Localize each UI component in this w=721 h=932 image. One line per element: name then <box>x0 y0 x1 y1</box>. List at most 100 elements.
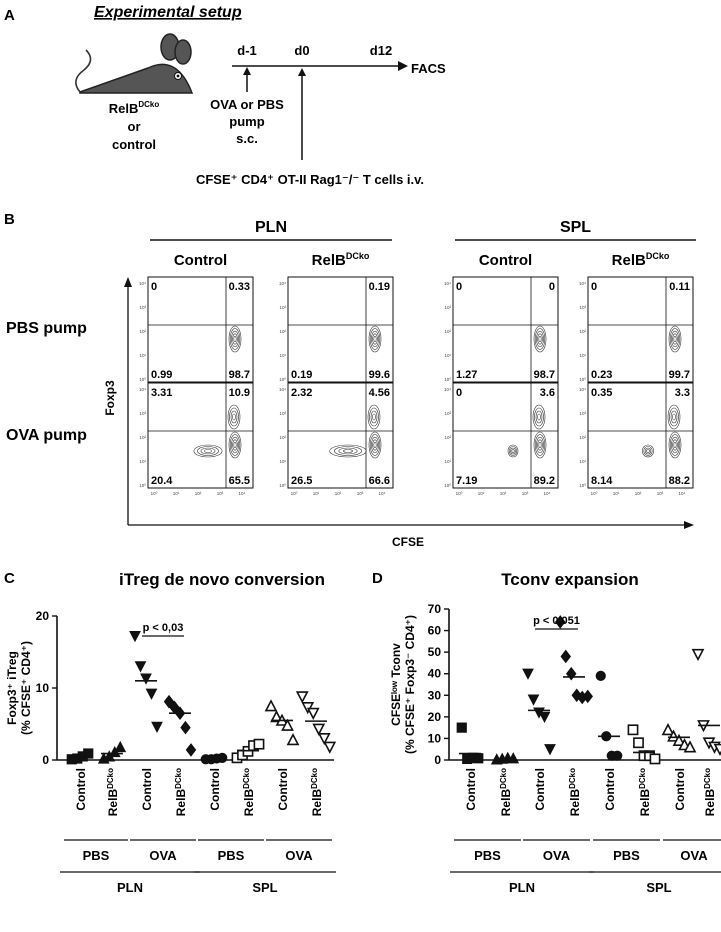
treatment-label: PBS <box>218 848 245 863</box>
contour-ring <box>668 325 682 353</box>
contour-ring <box>671 330 679 348</box>
category-label: RelBDCko <box>106 768 120 816</box>
mouse-label-genotype: RelBDCko <box>109 100 160 116</box>
quadrant-lower-right: 99.6 <box>369 369 390 381</box>
contour-ring <box>537 439 543 451</box>
data-point <box>667 729 680 742</box>
data-point <box>582 689 593 704</box>
y-tick-label: 0 <box>434 753 441 767</box>
category-label: RelBDCko <box>499 768 513 816</box>
series-4 <box>163 694 197 757</box>
data-point <box>661 723 675 736</box>
contour-ring <box>643 446 653 456</box>
panel-a-letter: A <box>4 7 15 24</box>
tissue-label: SPL <box>252 880 277 895</box>
tick-label-x: 10⁰ <box>456 491 463 496</box>
cells-label: CFSE⁺ CD4⁺ OT-II Rag1⁻/⁻ T cells i.v. <box>196 172 424 187</box>
series-5 <box>200 752 228 765</box>
tick-label-y: 10⁰ <box>579 377 586 382</box>
data-point <box>114 740 127 753</box>
contour-ring <box>533 325 547 353</box>
contour-ring <box>511 449 515 453</box>
tick-label-y: 10⁰ <box>444 483 451 488</box>
tick-label-y: 10³ <box>139 305 146 310</box>
category-label: RelBDCko <box>638 768 652 816</box>
facs-plot: 10⁴ 10³ 10² 10¹ 10⁰ 10⁰ 10¹ 10² 10³ 10⁴ 3.31 10.9 20… <box>139 382 254 496</box>
series-2 <box>490 751 520 765</box>
quadrant-lower-left: 26.5 <box>291 475 312 487</box>
tick-label-y: 10¹ <box>444 353 451 358</box>
column-header: Control <box>174 252 227 269</box>
contour-ring <box>507 444 519 458</box>
contour-ring <box>646 449 650 453</box>
contour-ring <box>231 330 239 348</box>
quadrant-upper-right: 3.6 <box>540 387 555 399</box>
panel-d: D Tconv expansion CFSEˡᵒʷ Tconv (% CFSE⁺ Fo… <box>372 570 721 895</box>
contour-ring <box>343 449 353 453</box>
y-axis-arrowhead <box>124 277 132 287</box>
tick-label-x: 10² <box>335 491 342 496</box>
chart-title: iTreg de novo conversion <box>119 570 325 589</box>
contour-ring <box>373 336 377 342</box>
tick-label-y: 10⁰ <box>279 483 286 488</box>
facs-plot-frame <box>147 382 254 489</box>
quadrant-lower-left: 0.23 <box>591 369 612 381</box>
tick-label-y: 10¹ <box>279 459 286 464</box>
tick-label-y: 10¹ <box>579 353 586 358</box>
cells-arrowhead <box>298 68 306 76</box>
x-axis-label: CFSE <box>392 535 424 549</box>
day0-label: d0 <box>294 43 309 58</box>
quadrant-upper-left: 3.31 <box>151 387 172 399</box>
facs-plot: 10⁴10³10²10¹10⁰10⁰10¹10²10³10⁴00.330.999… <box>139 276 254 390</box>
contour-ring <box>642 444 654 458</box>
data-point <box>538 711 551 723</box>
contour-ring <box>538 336 542 342</box>
column-header: Control <box>479 252 532 269</box>
tick-label-y: 10⁴ <box>279 387 286 392</box>
quadrant-lower-right: 98.7 <box>229 369 250 381</box>
quadrant-upper-left: 0.35 <box>591 387 612 399</box>
y-tick-label: 60 <box>428 624 442 638</box>
tick-label-y: 10⁰ <box>139 377 146 382</box>
series-7 <box>264 699 300 746</box>
facs-plot: 10⁴10³10²10¹10⁰10⁰10¹10²10³10⁴00.110.239… <box>579 276 694 390</box>
contour-ring <box>537 333 543 345</box>
tick-label-y: 10³ <box>444 411 451 416</box>
quadrant-upper-right: 0.19 <box>369 281 390 293</box>
facs-plot-frame <box>287 382 394 489</box>
contour-ring <box>200 447 216 455</box>
tick-label-y: 10⁰ <box>279 377 286 382</box>
data-point <box>83 748 94 759</box>
mouse-label-control: control <box>112 137 156 152</box>
contour-ring <box>537 413 541 421</box>
data-point <box>560 649 571 664</box>
tick-label-x: 10⁴ <box>544 491 551 496</box>
tick-label-x: 10² <box>195 491 202 496</box>
tick-label-y: 10² <box>444 329 451 334</box>
significance-label: p < 0,051 <box>533 615 580 627</box>
tick-label-x: 10² <box>635 491 642 496</box>
series-5 <box>595 670 623 761</box>
tick-label-y: 10¹ <box>579 459 586 464</box>
pump-arrowhead <box>243 67 251 75</box>
significance-label: p < 0,03 <box>143 622 184 634</box>
data-point <box>317 732 331 746</box>
y-axis-label: Foxp3⁺ iTreg <box>5 651 19 725</box>
tick-label-y: 10² <box>444 435 451 440</box>
contour-ring <box>672 333 678 345</box>
tick-label-y: 10² <box>579 435 586 440</box>
tick-label-x: 10³ <box>357 491 364 496</box>
data-point <box>163 694 175 709</box>
facs-plot-frame <box>587 276 694 383</box>
facs-plot-frame <box>452 382 559 489</box>
tick-label-x: 10¹ <box>478 491 485 496</box>
contour-ring <box>232 413 236 421</box>
tick-label-y: 10⁴ <box>139 387 146 392</box>
data-point <box>691 648 705 662</box>
column-header: RelBDCko <box>312 251 370 269</box>
quadrant-upper-right: 3.3 <box>675 387 690 399</box>
pump-line3: s.c. <box>236 131 258 146</box>
tick-label-x: 10⁴ <box>379 491 386 496</box>
quadrant-lower-left: 0.99 <box>151 369 172 381</box>
